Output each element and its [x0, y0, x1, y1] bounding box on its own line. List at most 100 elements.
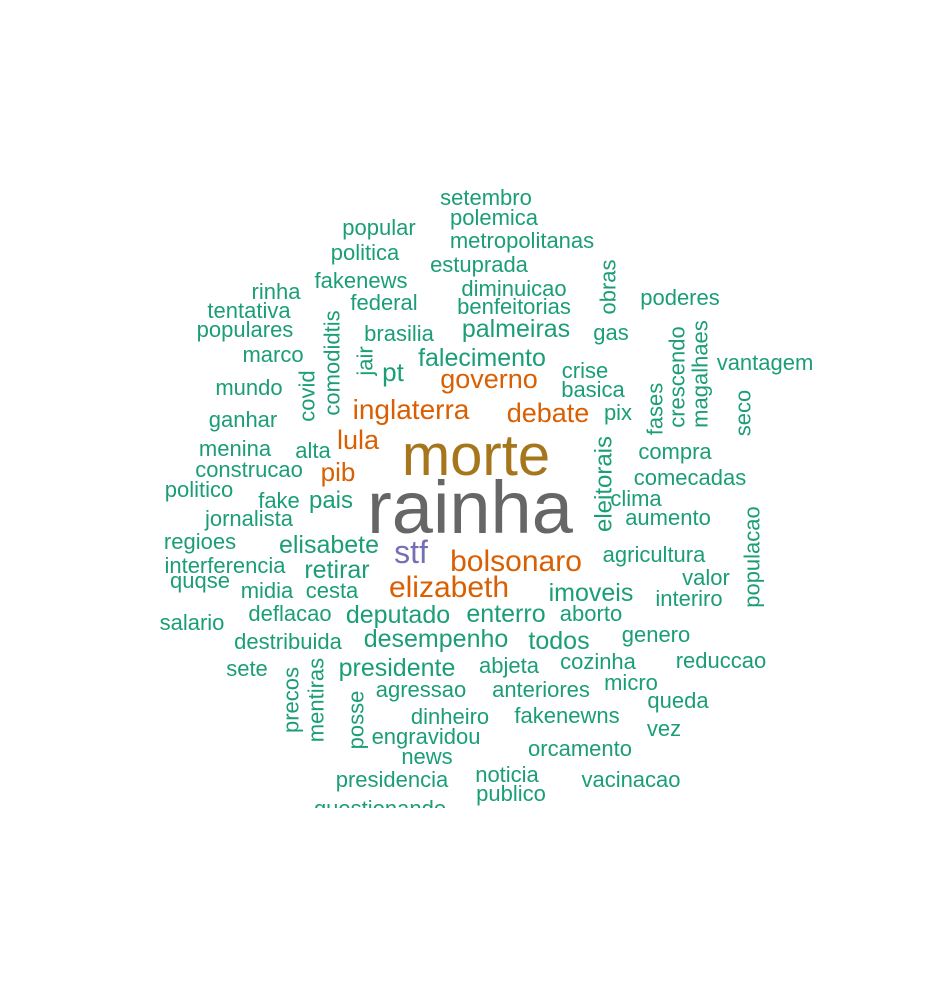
word-mundo: mundo	[215, 375, 282, 400]
word-micro: micro	[604, 670, 658, 695]
word-populacao: populacao	[740, 506, 765, 608]
word-noticia: noticia	[475, 762, 539, 787]
word-deputado: deputado	[346, 601, 450, 629]
word-marco: marco	[242, 342, 303, 367]
word-agricultura: agricultura	[603, 542, 706, 567]
word-todos: todos	[528, 627, 589, 655]
word-precos: precos	[279, 667, 304, 733]
word-reduccao: reduccao	[676, 648, 767, 673]
word-gas: gas	[593, 320, 628, 345]
word-poderes: poderes	[640, 285, 720, 310]
word-engravidou: engravidou	[372, 724, 481, 749]
word-regioes: regioes	[164, 529, 236, 554]
word-valor: valor	[682, 565, 730, 590]
word-quqse: quqse	[170, 568, 230, 593]
word-clima: clima	[610, 486, 662, 511]
word-deflacao: deflacao	[248, 601, 331, 626]
word-retirar: retirar	[304, 556, 369, 584]
word-brasilia: brasilia	[364, 321, 434, 346]
word-fakenews: fakenews	[315, 268, 408, 293]
word-stf: stf	[394, 534, 428, 570]
word-obras: obras	[596, 259, 621, 314]
word-setembro: setembro	[440, 185, 532, 210]
word-rinha: rinha	[252, 279, 302, 304]
word-vacinacao: vacinacao	[581, 767, 680, 792]
word-orcamento: orcamento	[528, 736, 632, 761]
word-aborto: aborto	[560, 601, 622, 626]
word-interferencia: interferencia	[164, 553, 286, 578]
word-rainha: rainha	[367, 466, 574, 549]
word-questionando: questionando	[314, 796, 446, 821]
word-cesta: cesta	[306, 578, 359, 603]
word-inglaterra: inglaterra	[353, 394, 470, 425]
word-politica: politica	[331, 240, 400, 265]
word-crescendo: crescendo	[665, 326, 690, 428]
word-agressao: agressao	[376, 677, 467, 702]
word-alta: alta	[295, 438, 331, 463]
word-diminuicao: diminuicao	[461, 276, 566, 301]
word-politico: politico	[165, 477, 233, 502]
word-fases: fases	[643, 383, 668, 436]
word-polemica: polemica	[450, 205, 539, 230]
word-desempenho: desempenho	[364, 625, 509, 653]
word-compra: compra	[638, 439, 712, 464]
word-salario: salario	[160, 610, 225, 635]
word-popular: popular	[342, 215, 415, 240]
word-jornalista: jornalista	[204, 506, 294, 531]
word-comodidtis: comodidtis	[320, 310, 345, 415]
word-news: news	[401, 744, 452, 769]
word-enterro: enterro	[466, 600, 545, 628]
word-federal: federal	[350, 290, 417, 315]
word-construcao: construcao	[195, 457, 303, 482]
word-midia: midia	[241, 578, 294, 603]
word-covid: covid	[295, 370, 320, 421]
word-jair: jair	[353, 346, 378, 376]
word-vez: vez	[647, 716, 681, 741]
word-vantagem: vantagem	[717, 350, 814, 375]
word-populares: populares	[197, 317, 294, 342]
word-dinheiro: dinheiro	[411, 704, 489, 729]
word-aumento: aumento	[625, 505, 711, 530]
word-mentiras: mentiras	[304, 658, 329, 742]
word-elisabete: elisabete	[279, 531, 379, 559]
word-benfeitorias: benfeitorias	[457, 294, 571, 319]
word-interiro: interiro	[655, 586, 722, 611]
word-cozinha: cozinha	[560, 649, 637, 674]
word-pib: pib	[321, 457, 356, 487]
word-crise: crise	[562, 358, 608, 383]
word-debate: debate	[507, 398, 590, 428]
word-tentativa: tentativa	[207, 298, 291, 323]
word-governo: governo	[440, 364, 538, 394]
word-abjeta: abjeta	[479, 653, 540, 678]
word-pais: pais	[309, 487, 353, 514]
word-pix: pix	[604, 400, 632, 425]
word-comecadas: comecadas	[634, 465, 747, 490]
word-anteriores: anteriores	[492, 677, 590, 702]
word-fake: fake	[258, 488, 300, 513]
word-sete: sete	[226, 656, 268, 681]
word-elizabeth: elizabeth	[389, 571, 509, 604]
word-pt: pt	[382, 357, 404, 387]
word-ganhar: ganhar	[209, 407, 278, 432]
word-presidencia: presidencia	[336, 767, 449, 792]
word-menina: menina	[199, 436, 272, 461]
word-destribuida: destribuida	[234, 629, 342, 654]
word-falecimento: falecimento	[418, 344, 546, 372]
word-imoveis: imoveis	[549, 579, 634, 607]
word-estuprada: estuprada	[430, 252, 529, 277]
word-morte: morte	[402, 423, 550, 488]
word-posse: posse	[344, 691, 369, 750]
word-genero: genero	[622, 622, 691, 647]
word-lula: lula	[337, 425, 380, 455]
word-seco: seco	[731, 390, 756, 436]
word-palmeiras: palmeiras	[462, 315, 570, 343]
word-basica: basica	[561, 377, 625, 402]
word-publico: publico	[476, 781, 546, 806]
word-fakenewns: fakenewns	[514, 703, 619, 728]
word-eleitorais: eleitorais	[591, 436, 618, 532]
word-magalhaes: magalhaes	[688, 320, 713, 428]
word-queda: queda	[647, 688, 709, 713]
word-presidente: presidente	[339, 654, 456, 682]
word-metropolitanas: metropolitanas	[450, 228, 594, 253]
